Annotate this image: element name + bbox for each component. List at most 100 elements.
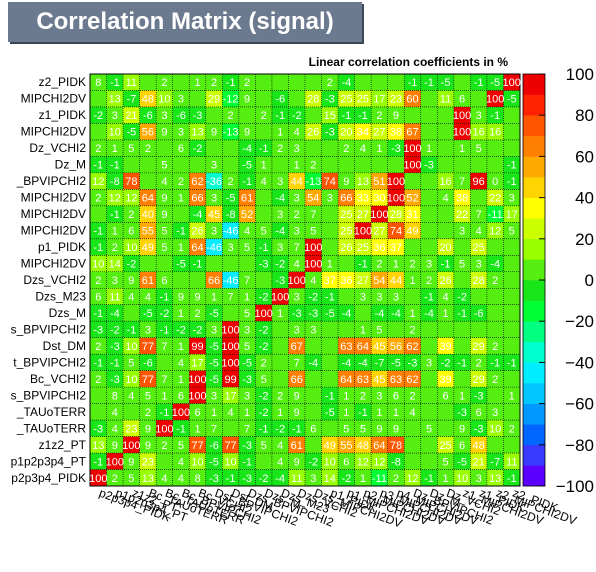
cell-value: 3 [393, 291, 399, 303]
heatmap-cell [288, 156, 306, 174]
heatmap-cell [106, 172, 124, 190]
cell-value: -5 [209, 308, 219, 320]
heatmap-cell [255, 288, 273, 306]
cell-value: 3 [376, 291, 382, 303]
heatmap-cell [189, 222, 207, 240]
cell-value: 100 [503, 77, 521, 89]
heatmap-cell [354, 90, 372, 108]
x-axis-labels: p2p3p4_PIDKp1p2p3p4_PTz1z2_PTBc_TAUoTERR… [97, 486, 578, 531]
cell-value: -3 [275, 275, 285, 287]
heatmap-cell [106, 453, 124, 470]
heatmap-cell [321, 106, 339, 124]
colorbar-swatch [523, 115, 545, 137]
cell-value: 1 [376, 407, 382, 419]
heatmap-cell [437, 271, 455, 289]
cell-value: 25 [439, 440, 451, 452]
heatmap-cell [172, 321, 190, 338]
cell-value: 4 [161, 176, 167, 188]
heatmap-cell [222, 321, 240, 338]
cell-value: 3 [294, 324, 300, 336]
cell-value: -1 [325, 390, 335, 402]
heatmap-cell [338, 106, 355, 124]
heatmap-cell [503, 106, 521, 124]
cell-value: 2 [376, 259, 382, 271]
heatmap-cell [90, 387, 107, 404]
cell-value: 5 [128, 473, 134, 485]
heatmap-cell [371, 387, 388, 404]
cell-value: 4 [128, 390, 134, 402]
heatmap-cell [453, 288, 471, 306]
heatmap-cell [255, 354, 273, 371]
heatmap-cell [338, 255, 355, 273]
heatmap-cell [387, 106, 405, 124]
heatmap-cell [453, 189, 471, 207]
heatmap-cell [156, 370, 173, 388]
heatmap-cell [139, 370, 157, 388]
cell-value: -1 [259, 143, 269, 155]
y-tick-label: Dzs_VCHI2 [23, 273, 86, 287]
cell-value: 66 [291, 374, 303, 386]
cell-value: 4 [409, 407, 415, 419]
heatmap-cells [90, 74, 521, 487]
heatmap-cell [205, 354, 223, 371]
cell-value: -1 [275, 110, 285, 122]
cell-value: 2 [409, 259, 415, 271]
cell-value: 10 [125, 374, 137, 386]
cell-value: 9 [459, 423, 465, 435]
heatmap-cell [288, 453, 306, 470]
heatmap-cell [486, 288, 504, 306]
heatmap-cell [271, 123, 289, 141]
heatmap-cell [238, 74, 256, 91]
cell-value: -6 [275, 94, 285, 106]
heatmap-cell [404, 255, 422, 273]
colorbar-tick-label: 20 [575, 230, 594, 249]
cell-value: 96 [473, 176, 485, 188]
cell-value: -5 [490, 77, 500, 89]
heatmap-cell [371, 189, 388, 207]
heatmap-cell [139, 271, 157, 289]
y-tick-label: s_BPVIPCHI2 [11, 388, 87, 402]
heatmap-cell [156, 156, 173, 174]
heatmap-cell [404, 123, 422, 141]
heatmap-cell [387, 222, 405, 240]
cell-value: 45 [373, 374, 385, 386]
cell-value: 44 [390, 275, 402, 287]
cell-value: 9 [294, 407, 300, 419]
heatmap-cell [371, 420, 388, 437]
cell-value: 9 [161, 127, 167, 139]
heatmap-cell [453, 271, 471, 289]
heatmap-cell [338, 205, 355, 223]
cell-value: 63 [357, 374, 369, 386]
heatmap-cell [255, 74, 273, 91]
heatmap-cell [238, 205, 256, 223]
cell-value: -5 [209, 374, 219, 386]
heatmap-cell [255, 205, 273, 223]
heatmap-cell [404, 205, 422, 223]
cell-value: 16 [489, 127, 501, 139]
cell-value: -3 [457, 407, 467, 419]
heatmap-cell [470, 436, 488, 454]
cell-value: 1 [360, 473, 366, 485]
heatmap-cell [338, 387, 355, 404]
heatmap-cell [222, 74, 240, 91]
cell-value: 5 [376, 324, 382, 336]
heatmap-cell [387, 288, 405, 306]
heatmap-cell [123, 337, 140, 355]
heatmap-cell [321, 156, 339, 174]
heatmap-cell [271, 205, 289, 223]
heatmap-cell [205, 189, 223, 207]
heatmap-cell [437, 90, 455, 108]
cell-value: 0 [492, 176, 498, 188]
cell-value: 3 [360, 291, 366, 303]
y-tick-label: z1_PIDK [39, 108, 86, 122]
cell-value: -1 [507, 176, 517, 188]
cell-value: 64 [142, 193, 154, 205]
cell-value: 3 [492, 407, 498, 419]
heatmap-cell [453, 205, 471, 223]
heatmap-cell [404, 288, 422, 306]
heatmap-cell [271, 172, 289, 190]
heatmap-cell [205, 255, 223, 273]
heatmap-cell [123, 304, 140, 322]
cell-value: 3 [178, 94, 184, 106]
cell-value: 3 [376, 390, 382, 402]
